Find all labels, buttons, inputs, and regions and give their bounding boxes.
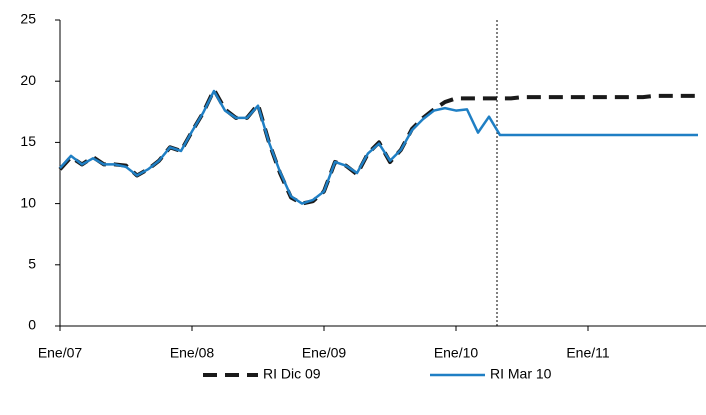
x-tick-label: Ene/07 — [38, 345, 83, 361]
y-tick-label: 20 — [20, 72, 36, 88]
series-line — [59, 89, 698, 205]
y-tick-label: 0 — [28, 317, 36, 333]
legend-label: RI Dic 09 — [263, 366, 321, 382]
y-tick-label: 25 — [20, 11, 36, 27]
y-tick-label: 15 — [20, 133, 36, 149]
x-tick-label: Ene/11 — [566, 345, 610, 361]
x-tick-label: Ene/10 — [434, 345, 479, 361]
y-tick-label: 10 — [20, 194, 36, 210]
series-line — [58, 87, 698, 206]
x-tick-label: Ene/08 — [170, 345, 215, 361]
y-tick-label: 5 — [28, 256, 36, 272]
x-tick-label: Ene/09 — [302, 345, 347, 361]
legend-label: RI Mar 10 — [490, 366, 552, 382]
